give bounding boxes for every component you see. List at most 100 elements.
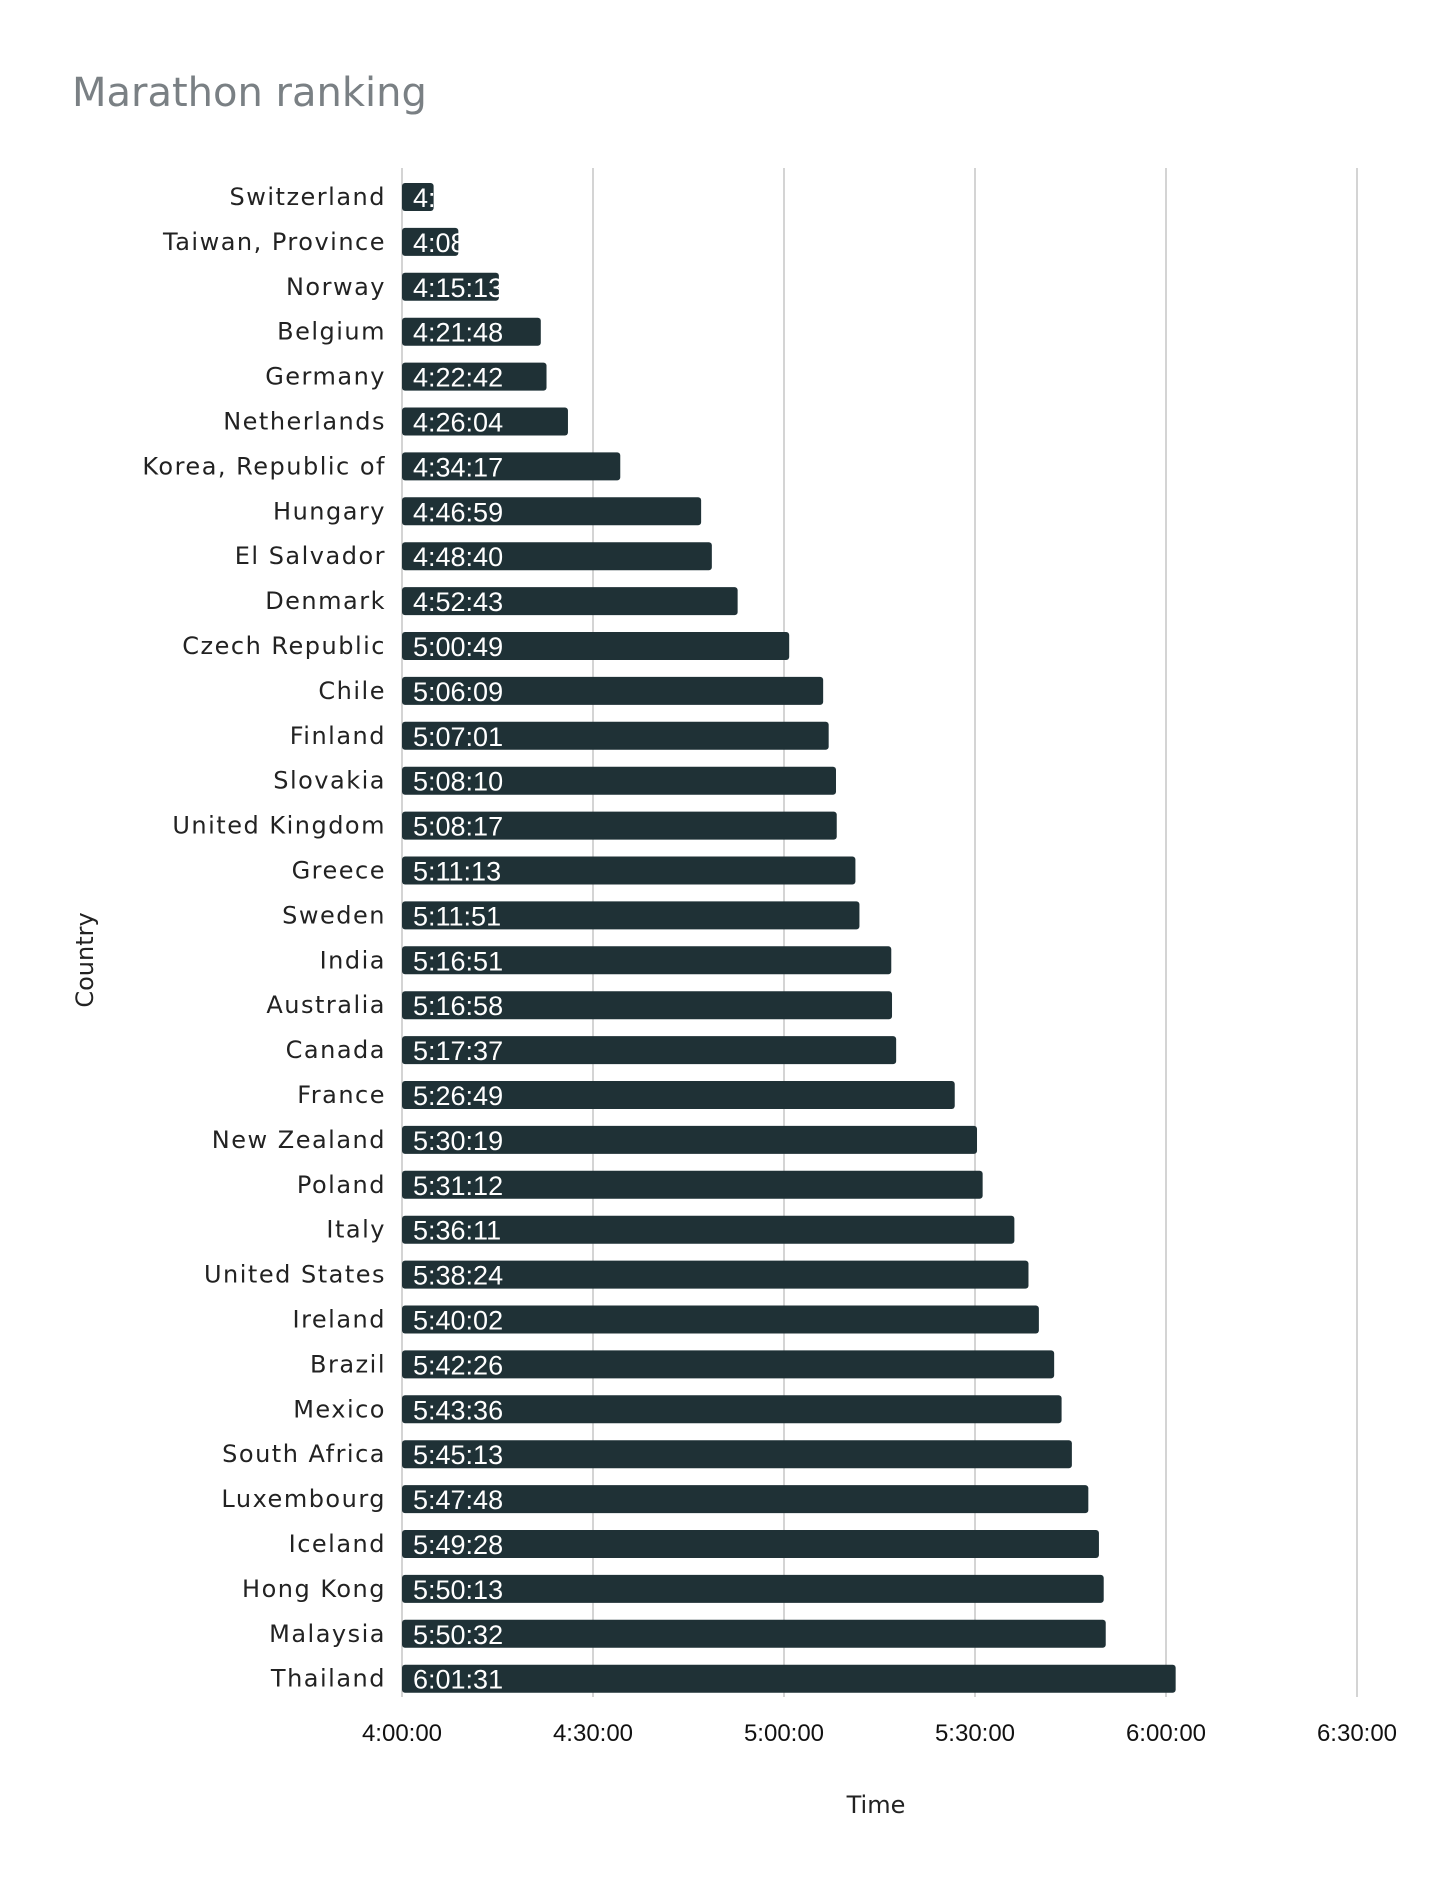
data-label: 5:45:13 xyxy=(413,1440,503,1470)
category-label: Luxembourg xyxy=(221,1485,386,1513)
category-label: Hungary xyxy=(273,497,386,525)
category-label: Chile xyxy=(318,677,386,705)
data-label: 5:47:48 xyxy=(413,1485,503,1515)
data-label: 6:01:31 xyxy=(413,1665,503,1695)
bar xyxy=(402,1260,1029,1289)
data-label: 4:15:13 xyxy=(413,273,503,303)
x-tick-label: 6:30:00 xyxy=(1317,1720,1397,1747)
category-label: Iceland xyxy=(289,1530,386,1558)
category-label: Poland xyxy=(297,1171,386,1199)
bar xyxy=(402,676,824,705)
data-label: 5:40:02 xyxy=(413,1306,503,1336)
category-label: Slovakia xyxy=(273,767,386,795)
bar xyxy=(402,811,837,840)
category-label: Australia xyxy=(266,991,386,1019)
data-label: 5:16:51 xyxy=(413,946,503,976)
data-label: 4:52:43 xyxy=(413,587,503,617)
bar xyxy=(402,766,836,795)
category-label: Mexico xyxy=(293,1395,386,1423)
bar xyxy=(402,542,712,571)
bar xyxy=(402,1619,1106,1648)
data-label: 5:26:49 xyxy=(413,1081,503,1111)
category-label: Ireland xyxy=(292,1306,386,1334)
data-label: 5:43:36 xyxy=(413,1395,503,1425)
bar xyxy=(402,1664,1176,1693)
bar xyxy=(402,1530,1099,1558)
bar xyxy=(402,227,459,256)
category-label: Germany xyxy=(265,363,386,391)
category-label: United States xyxy=(204,1261,386,1289)
data-label: 4:08:51 xyxy=(413,228,503,258)
bar xyxy=(402,1081,955,1109)
bar xyxy=(402,272,499,301)
x-tick-label: 5:00:00 xyxy=(744,1720,824,1747)
data-label: 5:49:28 xyxy=(413,1530,503,1560)
category-label: United Kingdom xyxy=(172,812,386,840)
category-label: Czech Republic xyxy=(182,632,386,660)
x-tick-labels: 4:00:00 4:30:00 5:00:00 5:30:00 6:00:00 6:30:… xyxy=(362,1720,1397,1747)
category-label: El Salvador xyxy=(235,542,386,570)
data-label: 4:46:59 xyxy=(413,497,503,527)
data-label: 5:11:13 xyxy=(413,857,501,887)
data-label: 4:04:58 xyxy=(413,183,503,213)
bar xyxy=(402,587,738,616)
bar xyxy=(402,1440,1072,1469)
category-label: Belgium xyxy=(277,318,386,346)
bar xyxy=(402,1215,1015,1244)
category-label: Finland xyxy=(290,722,386,750)
category-label: Greece xyxy=(292,857,386,885)
category-label: Canada xyxy=(286,1036,386,1064)
category-label: Taiwan, Province xyxy=(162,228,386,256)
bar xyxy=(402,632,790,660)
data-label: 4:34:17 xyxy=(413,452,503,482)
bar xyxy=(402,183,434,211)
data-label: 5:36:11 xyxy=(413,1216,501,1246)
category-labels: Switzerland Taiwan, Province Norway Belgium… xyxy=(142,183,387,1693)
category-label: South Africa xyxy=(222,1440,386,1468)
category-label: Netherlands xyxy=(223,408,386,436)
bar xyxy=(402,452,621,481)
data-label: 5:50:32 xyxy=(413,1620,503,1650)
category-label: New Zealand xyxy=(212,1126,386,1154)
category-label: Hong Kong xyxy=(242,1575,386,1603)
data-label: 5:07:01 xyxy=(413,722,503,752)
bar xyxy=(402,1350,1055,1379)
bar xyxy=(402,1305,1039,1334)
x-tick-label: 6:00:00 xyxy=(1126,1720,1206,1747)
bar xyxy=(402,497,702,526)
data-label: 4:22:42 xyxy=(413,363,503,393)
bar xyxy=(402,1036,897,1065)
bar xyxy=(402,1170,983,1199)
category-label: Malaysia xyxy=(269,1620,386,1648)
data-label: 5:06:09 xyxy=(413,677,503,707)
x-tick-label: 4:30:00 xyxy=(553,1720,633,1747)
bar xyxy=(402,1574,1104,1603)
category-label: Italy xyxy=(326,1216,386,1244)
data-label: 5:00:49 xyxy=(413,632,503,662)
bar xyxy=(402,901,860,930)
category-label: Korea, Republic of xyxy=(142,452,386,480)
data-label: 5:30:19 xyxy=(413,1126,503,1156)
category-label: Sweden xyxy=(282,901,386,929)
bar xyxy=(402,407,568,436)
category-label: Brazil xyxy=(310,1350,386,1378)
x-axis-label: Time xyxy=(846,1791,906,1819)
bar xyxy=(402,856,856,885)
bar xyxy=(402,946,892,975)
data-label: 5:50:13 xyxy=(413,1575,503,1605)
data-label: 4:26:04 xyxy=(413,408,503,438)
category-label: Switzerland xyxy=(230,183,387,211)
x-tick-label: 5:30:00 xyxy=(935,1720,1015,1747)
data-label: 5:08:10 xyxy=(413,767,503,797)
chart-title: Marathon ranking xyxy=(72,70,427,116)
gridlines xyxy=(401,168,1358,1697)
data-label: 4:21:48 xyxy=(413,318,503,348)
data-label: 4:48:40 xyxy=(413,542,503,572)
category-label: France xyxy=(297,1081,386,1109)
category-label: Norway xyxy=(286,273,386,301)
bars: 4:04:58 4:08:51 4:15:13 4:21:48 4:22:42 4:26:… xyxy=(402,183,1176,1695)
bar xyxy=(402,1125,978,1154)
bar xyxy=(402,362,547,391)
data-label: 5:42:26 xyxy=(413,1350,503,1380)
